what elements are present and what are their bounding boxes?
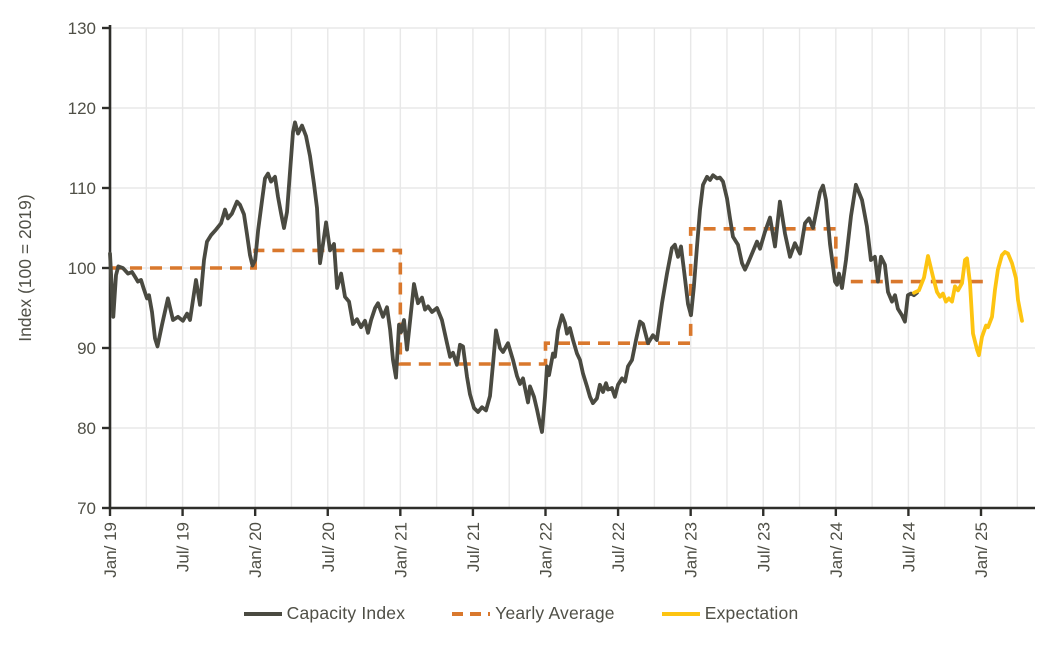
x-axis-tick-labels: Jan/ 19 Jul/ 19 Jan/ 20 Jul/ 20 Jan/ 21 Jul/ … <box>101 522 991 578</box>
y-axis-tick-labels: 70 80 90 100 110 120 130 <box>68 19 96 518</box>
legend-item-capacity-index: Capacity Index <box>243 603 406 624</box>
y-tick-label: 90 <box>77 339 96 358</box>
x-tick-label: Jul/ 22 <box>609 522 628 572</box>
x-tick-label: Jan/ 24 <box>827 522 846 578</box>
legend-label-yearly-average: Yearly Average <box>495 603 615 623</box>
capacity-index-line <box>108 120 919 434</box>
gridlines <box>110 27 1035 508</box>
x-tick-label: Jan/ 23 <box>682 522 701 578</box>
y-tick-label: 130 <box>68 19 96 38</box>
x-tick-label: Jan/ 22 <box>537 522 556 578</box>
yearly-average-dashed-line-icon <box>452 611 491 616</box>
legend-label-capacity-index: Capacity Index <box>286 603 406 623</box>
x-tick-label: Jan/ 20 <box>246 522 265 578</box>
y-axis-title: Index (100 = 2019) <box>15 194 35 341</box>
legend-item-expectation: Expectation <box>661 603 799 624</box>
x-tick-label: Jan/ 21 <box>391 522 410 578</box>
x-tick-label: Jul/ 23 <box>754 522 773 572</box>
expectation-line <box>912 250 1024 358</box>
y-tick-label: 100 <box>68 259 96 278</box>
x-tick-label: Jul/ 19 <box>174 522 193 572</box>
axes <box>102 25 1035 516</box>
y-tick-label: 80 <box>77 419 96 438</box>
x-tick-label: Jan/ 25 <box>972 522 991 578</box>
chart-legend: Capacity Index Yearly Average Expectatio… <box>0 603 1041 624</box>
x-tick-label: Jan/ 19 <box>101 522 120 578</box>
y-tick-label: 70 <box>77 499 96 518</box>
yearly-average-line <box>110 227 989 366</box>
expectation-line-icon <box>661 611 700 616</box>
legend-label-expectation: Expectation <box>704 603 799 623</box>
legend-item-yearly-average: Yearly Average <box>451 603 615 624</box>
y-tick-label: 110 <box>69 179 96 198</box>
y-tick-label: 120 <box>68 99 96 118</box>
x-tick-label: Jul/ 24 <box>899 522 918 572</box>
x-tick-label: Jul/ 20 <box>319 522 338 572</box>
x-tick-label: Jul/ 21 <box>464 522 483 572</box>
capacity-index-line-icon <box>243 611 282 616</box>
